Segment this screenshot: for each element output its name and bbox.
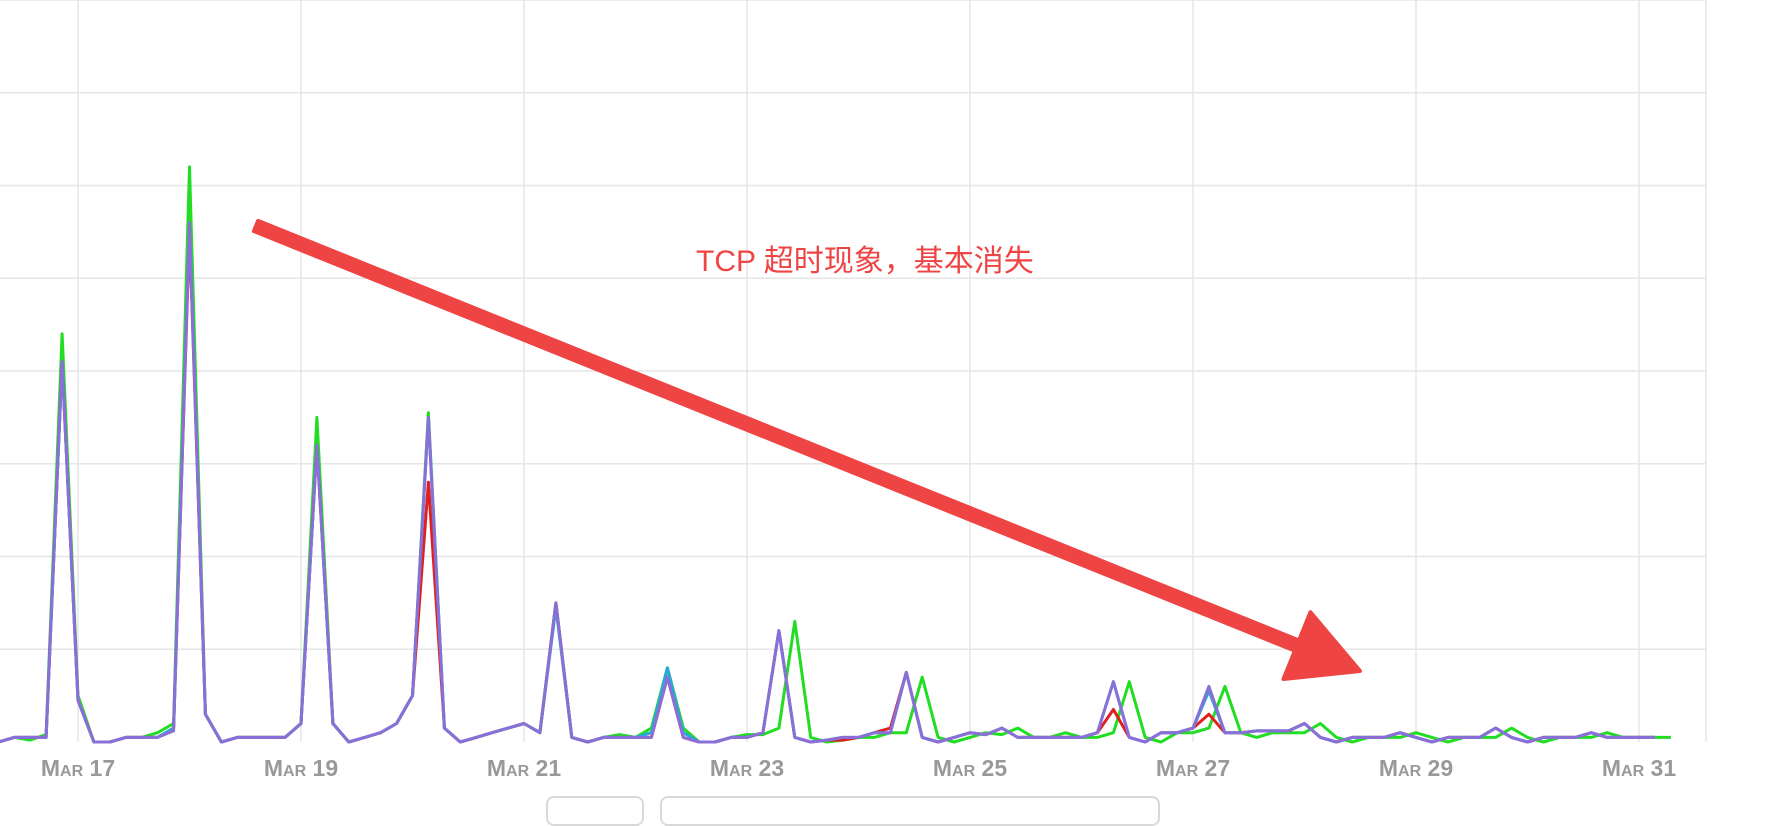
annotation: TCP 超时现象，基本消失 [251, 218, 1362, 681]
x-tick-label: Mar 19 [264, 755, 338, 781]
x-axis-tick-labels: Mar 17 Mar 19 Mar 21 Mar 23 Mar 25 Mar 27 Mar … [41, 755, 1676, 781]
x-tick-label: Mar 23 [710, 755, 784, 781]
x-tick-label: Mar 29 [1379, 755, 1453, 781]
x-tick-label: Mar 17 [41, 755, 115, 781]
series-lines [0, 165, 1671, 744]
series-line-4 [0, 221, 1655, 744]
series-line-2 [0, 230, 1655, 744]
series-line-3 [0, 221, 1655, 744]
annotation-text: TCP 超时现象，基本消失 [696, 245, 1034, 278]
horizontal-gridlines [0, 0, 1706, 650]
range-selector-button[interactable] [546, 796, 644, 826]
x-tick-label: Mar 25 [933, 755, 1007, 781]
x-tick-label: Mar 31 [1602, 755, 1676, 781]
vertical-gridlines [77, 0, 1707, 742]
x-tick-label: Mar 21 [487, 755, 561, 781]
range-navigator-bar[interactable] [660, 796, 1160, 826]
x-tick-label: Mar 27 [1156, 755, 1230, 781]
annotation-arrow-icon [251, 218, 1362, 681]
